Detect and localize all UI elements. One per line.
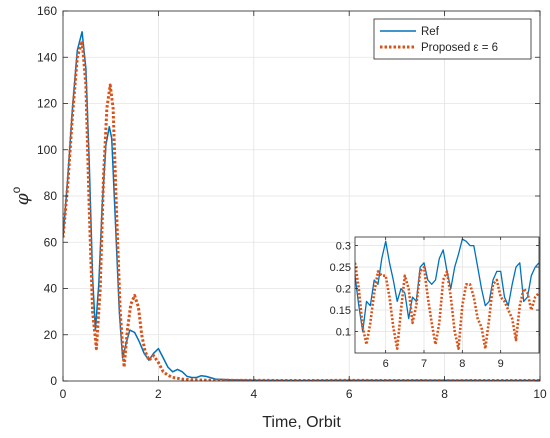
inset-series (355, 238, 539, 351)
inset-x-tick-label: 6 (383, 358, 389, 370)
main-x-tick-label: 4 (250, 387, 257, 401)
inset-axes-frame (354, 236, 540, 354)
main-y-tick-label: 40 (44, 282, 58, 296)
legend: Ref Proposed ε = 6 (373, 18, 532, 60)
inset-x-tick-label: 8 (459, 358, 465, 370)
inset-series-line-proposed (355, 262, 539, 351)
y-axis-label-superscript: o (9, 186, 23, 193)
main-x-tick-label: 0 (60, 387, 67, 401)
inset-x-tick-label: 7 (421, 358, 427, 370)
main-x-tick-label: 10 (533, 387, 547, 401)
inset-x-tick-label: 9 (498, 358, 504, 370)
inset-axes: 6 7 8 9 0.1 0.15 0.2 0.25 0.3 (330, 236, 540, 370)
main-y-tick-label: 20 (44, 328, 58, 342)
main-series (63, 31, 540, 381)
main-y-tick-label: 80 (44, 189, 58, 203)
inset-y-tick-label: 0.3 (336, 241, 351, 253)
main-y-tick-label: 60 (44, 235, 58, 249)
legend-label-ref: Ref (421, 26, 440, 38)
svg-text:φo: φo (9, 186, 33, 205)
main-x-tick-label: 2 (155, 387, 162, 401)
main-series-line-proposed (63, 39, 540, 381)
legend-items: Ref Proposed ε = 6 (380, 26, 498, 54)
y-axis-label: φo (9, 186, 33, 205)
main-x-tick-label: 6 (346, 387, 353, 401)
main-x-tick-label: 8 (441, 387, 448, 401)
main-y-tick-label: 100 (37, 143, 57, 157)
legend-box (373, 18, 532, 60)
main-y-tick-label: 160 (37, 4, 57, 18)
main-y-tick-label: 120 (37, 97, 57, 111)
legend-label-proposed: Proposed ε = 6 (421, 42, 498, 54)
y-axis-label-symbol: φ (13, 193, 33, 205)
inset-y-tick-label: 0.15 (330, 305, 351, 317)
inset-y-tick-label: 0.2 (336, 284, 351, 296)
inset-y-tick-label: 0.1 (336, 327, 351, 339)
inset-y-tick-label: 0.25 (330, 262, 351, 274)
main-y-tick-label: 140 (37, 50, 57, 64)
main-y-tick-label: 0 (50, 374, 57, 388)
x-axis-label: Time, Orbit (262, 414, 341, 431)
inset-ticks: 6 7 8 9 0.1 0.15 0.2 0.25 0.3 (330, 237, 539, 370)
